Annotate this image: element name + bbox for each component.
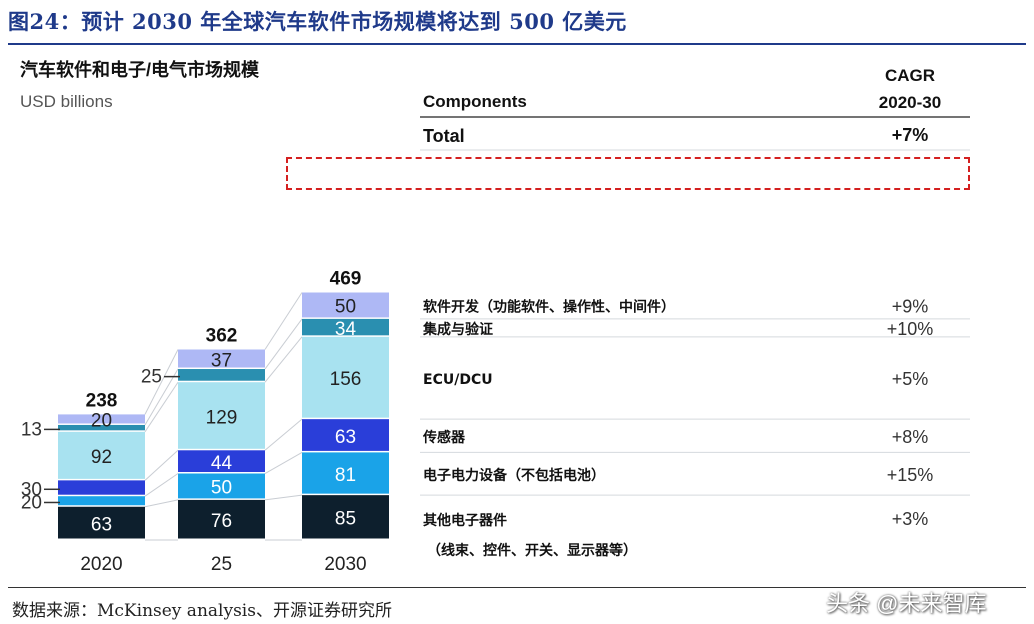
cagr-period: 2020-30 xyxy=(878,93,942,112)
component-cagr: +5% xyxy=(892,369,929,389)
bar-segment xyxy=(178,369,265,381)
data-label: 50 xyxy=(335,297,356,318)
component-cagr: +8% xyxy=(892,427,929,447)
connector-line xyxy=(264,292,303,350)
bar-segment xyxy=(58,496,145,506)
total-row-cagr: +7% xyxy=(892,125,929,145)
total-row-label: Total xyxy=(423,126,465,146)
data-label: 37 xyxy=(211,350,232,371)
data-label: 13 xyxy=(21,419,42,440)
connector-line xyxy=(144,449,179,481)
category-label: 25 xyxy=(211,554,232,575)
total-label: 238 xyxy=(86,390,118,411)
connector-line xyxy=(144,368,179,426)
watermark: 头条 @未来智库 xyxy=(826,591,987,616)
connector-line xyxy=(264,318,303,370)
bar-segment xyxy=(302,452,389,494)
bar-segment xyxy=(178,382,265,449)
bar-segment xyxy=(178,499,265,539)
cagr-label: CAGR xyxy=(884,66,936,85)
data-label: 63 xyxy=(335,427,356,448)
category-label: 2020 xyxy=(80,554,122,575)
data-label: 34 xyxy=(335,319,357,340)
bar-segment xyxy=(302,336,389,418)
data-label: 20 xyxy=(91,411,112,432)
data-label: 81 xyxy=(335,465,356,486)
title-rule xyxy=(8,43,1026,45)
bar-segment xyxy=(178,473,265,499)
bar-segment xyxy=(178,450,265,473)
chart-title: 汽车软件和电子/电气市场规模 xyxy=(20,60,259,80)
component-cagr: +9% xyxy=(892,297,929,317)
connector-line xyxy=(264,418,303,451)
category-label: 2030 xyxy=(324,554,366,575)
component-cagr: +10% xyxy=(887,319,934,339)
component-label: 软件开发（功能软件、操作性、中间件） xyxy=(423,299,675,316)
bar-segment xyxy=(58,506,145,539)
data-label: 156 xyxy=(330,369,362,390)
total-label: 469 xyxy=(330,269,362,290)
connector-line xyxy=(144,499,179,508)
bar-segment xyxy=(302,318,389,336)
component-cagr: +3% xyxy=(892,509,929,529)
bar-segment xyxy=(58,424,145,431)
component-label: 集成与验证 xyxy=(422,321,493,338)
data-label: 20 xyxy=(21,492,42,513)
data-label: 85 xyxy=(335,509,356,530)
connector-line xyxy=(144,349,179,415)
component-label: 其他电子器件 xyxy=(423,512,507,529)
connector-line xyxy=(264,336,303,383)
connector-line xyxy=(144,381,179,433)
data-label: 30 xyxy=(21,479,42,500)
component-sublabel: （线束、控件、开关、显示器等） xyxy=(427,542,637,559)
data-label: 63 xyxy=(91,514,112,535)
bar-segment xyxy=(302,419,389,451)
bar-segment xyxy=(178,349,265,368)
data-label: 76 xyxy=(211,511,232,532)
bar-segment xyxy=(58,431,145,479)
cagr-header: CAGR 2020-30 xyxy=(850,62,970,116)
components-header: Components xyxy=(423,92,527,111)
component-label: 电子电力设备（不包括电池） xyxy=(423,467,605,484)
data-label: 50 xyxy=(211,478,232,499)
data-label: 92 xyxy=(91,447,112,468)
source-note: 数据来源：McKinsey analysis、开源证券研究所 xyxy=(12,601,392,621)
component-label: ECU/DCU xyxy=(423,372,493,388)
footer-rule xyxy=(8,587,1026,588)
data-label: 44 xyxy=(211,453,233,474)
highlight-box xyxy=(286,157,970,190)
chart-unit: USD billions xyxy=(20,92,113,111)
figure-title: 图24：预计 2030 年全球汽车软件市场规模将达到 500 亿美元 xyxy=(8,9,627,34)
connector-line xyxy=(264,494,303,501)
connector-line xyxy=(144,473,179,497)
connector-line xyxy=(264,451,303,474)
bar-segment xyxy=(58,480,145,495)
bar-segment xyxy=(302,495,389,539)
bar-segment xyxy=(302,292,389,318)
component-label: 传感器 xyxy=(422,429,466,446)
data-label: 129 xyxy=(206,407,238,428)
bar-segment xyxy=(58,414,145,424)
data-label: 25 xyxy=(141,367,162,388)
total-label: 362 xyxy=(206,326,238,347)
component-cagr: +15% xyxy=(887,465,934,485)
